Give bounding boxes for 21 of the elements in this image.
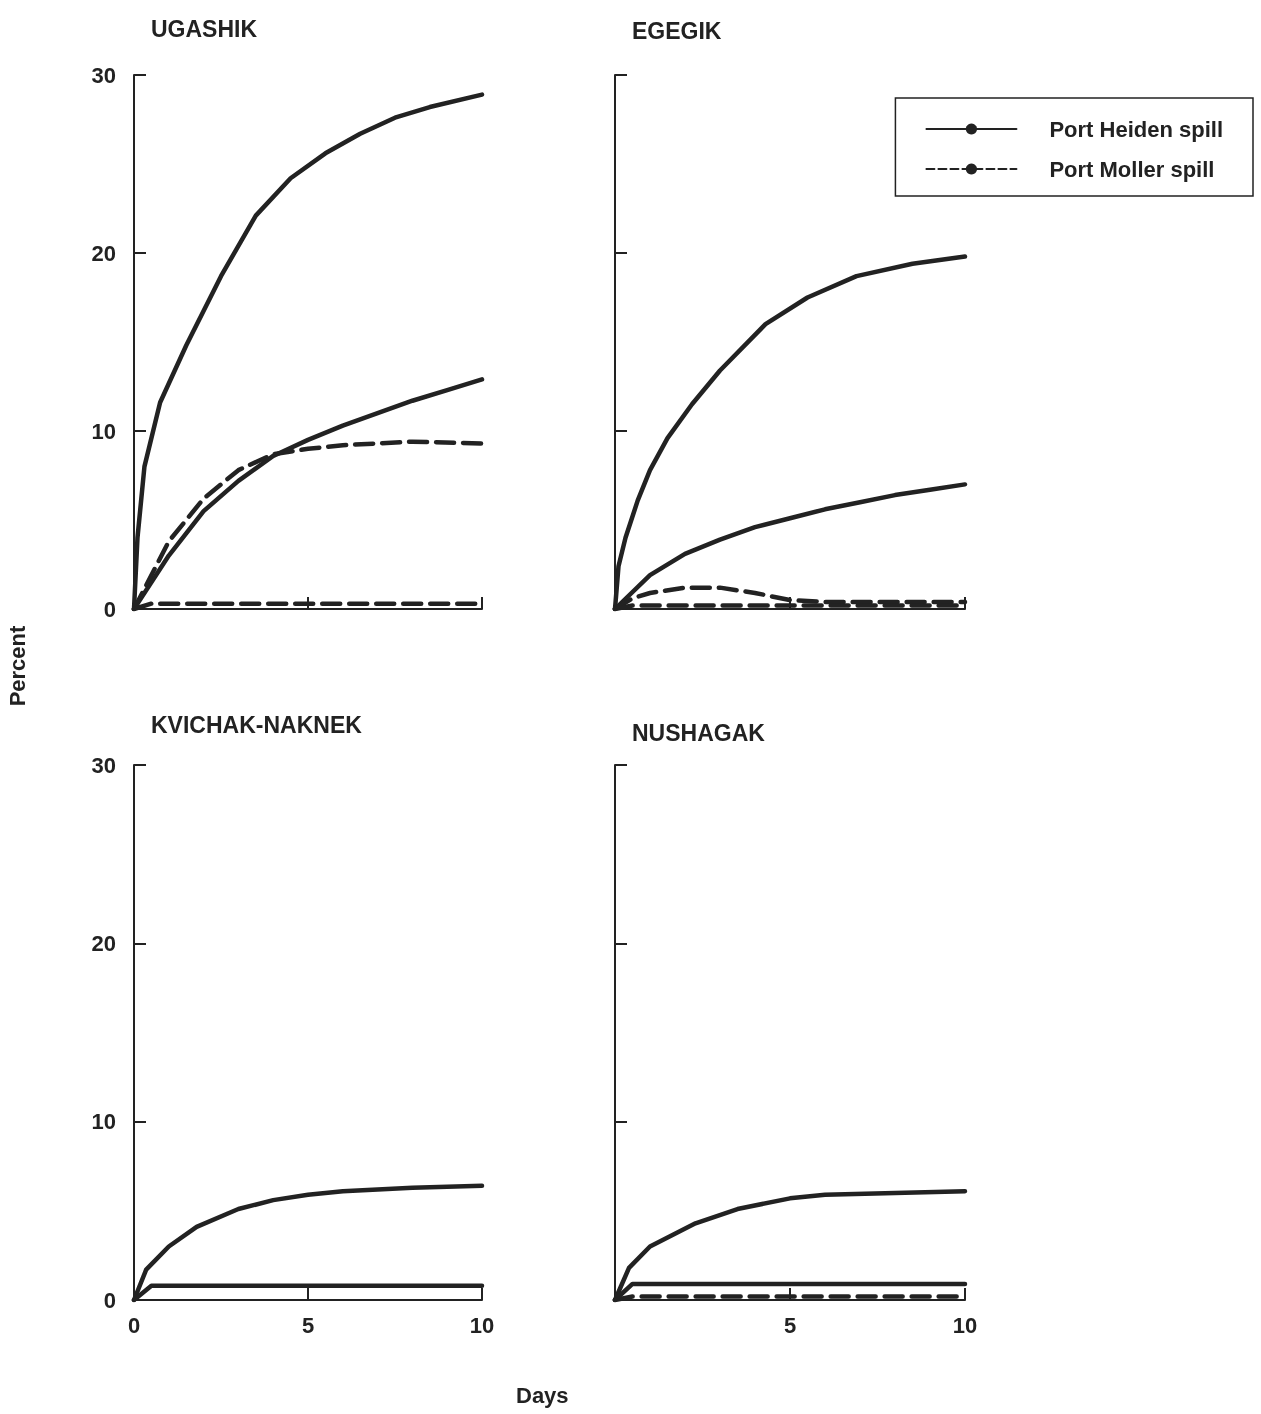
- y-tick-label: 0: [103, 1287, 116, 1313]
- chart-title: EGEGIK: [632, 17, 722, 44]
- chart-title: KVICHAK-NAKNEK: [151, 711, 363, 738]
- legend-label: Port Heiden spill: [1049, 116, 1224, 142]
- legend-label: Port Moller spill: [1049, 156, 1215, 182]
- y-tick-label: 0: [103, 596, 116, 622]
- y-tick-label: 30: [91, 752, 116, 778]
- y-tick-label: 10: [91, 1109, 116, 1135]
- y-tick-label: 10: [91, 418, 116, 444]
- y-tick-label: 30: [91, 62, 116, 88]
- x-axis-title: Days: [516, 1383, 569, 1409]
- x-tick-label: 5: [783, 1312, 797, 1338]
- x-tick-label: 0: [127, 1312, 141, 1338]
- x-tick-label: 10: [469, 1312, 495, 1338]
- x-tick-label: 10: [952, 1312, 978, 1338]
- y-tick-label: 20: [91, 240, 116, 266]
- x-tick-label: 5: [301, 1312, 315, 1338]
- y-axis-title: Percent: [5, 625, 32, 707]
- y-tick-label: 20: [91, 930, 116, 956]
- chart-title: NUSHAGAK: [632, 719, 766, 746]
- chart-title: UGASHIK: [151, 15, 258, 42]
